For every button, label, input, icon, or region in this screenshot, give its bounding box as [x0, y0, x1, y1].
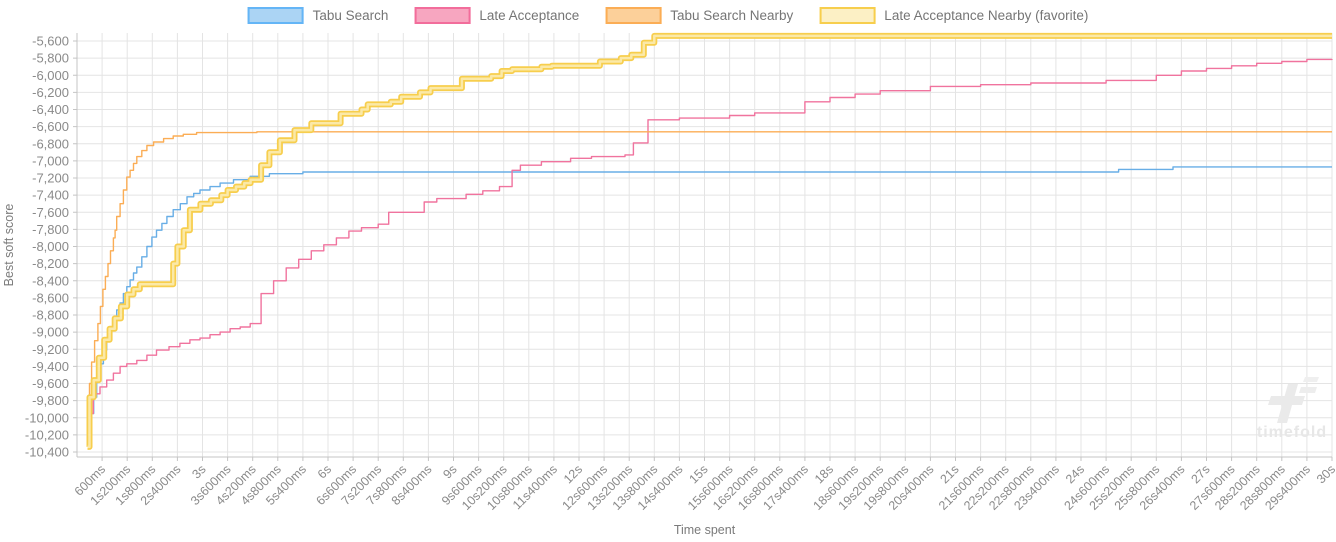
y-tick-label: -7,400: [32, 188, 69, 203]
series-late-acceptance-nearby-favorite: [86, 32, 1332, 450]
y-tick-label: -7,800: [32, 222, 69, 237]
x-tick-label: 9s: [440, 462, 459, 481]
y-tick-label: -7,600: [32, 205, 69, 220]
x-tick-label: 6s: [315, 462, 334, 481]
y-axis-title: Best soft score: [2, 204, 16, 287]
timefold-watermark: timefold: [1257, 377, 1327, 441]
x-tick-label: 30s: [1314, 462, 1336, 486]
legend-label: Tabu Search: [312, 8, 389, 23]
legend-label: Late Acceptance: [479, 8, 580, 23]
y-tick-label: -8,200: [32, 256, 69, 271]
x-tick-label: 3s: [189, 462, 208, 481]
y-tick-label: -8,000: [32, 239, 69, 254]
y-tick-label: -6,200: [32, 85, 69, 100]
y-tick-label: -7,000: [32, 153, 69, 168]
y-tick-label: -9,600: [32, 376, 69, 391]
legend-swatch-late-acceptance-nearby-favorite: [819, 7, 876, 24]
y-tick-label: -10,000: [25, 410, 69, 425]
y-tick-label: -6,000: [32, 68, 69, 83]
y-tick-label: -5,800: [32, 51, 69, 66]
legend-item-late-acceptance: Late Acceptance: [414, 7, 579, 24]
legend-swatch-late-acceptance: [414, 7, 471, 24]
timefold-logo-icon: [1303, 377, 1319, 382]
timefold-logo-icon: [1299, 387, 1317, 393]
y-tick-label: -6,600: [32, 119, 69, 134]
series-line-inner-late-acceptance-nearby-favorite: [87, 34, 1332, 449]
series-line-late-acceptance: [86, 58, 1333, 441]
legend-item-late-acceptance-nearby-favorite: Late Acceptance Nearby (favorite): [819, 7, 1088, 24]
watermark-text: timefold: [1257, 424, 1327, 441]
legend-label: Tabu Search Nearby: [670, 8, 794, 23]
series-line-late-acceptance-nearby-favorite: [86, 32, 1332, 450]
series-line-tabu-search-nearby: [87, 131, 1332, 448]
series-line-tabu-search: [89, 166, 1332, 441]
y-tick-label: -8,800: [32, 308, 69, 323]
y-tick-label: -7,200: [32, 171, 69, 186]
timefold-logo-icon: [1277, 384, 1298, 423]
y-tick-label: -9,400: [32, 359, 69, 374]
y-tick-label: -6,400: [32, 102, 69, 117]
legend-swatch-tabu-search: [247, 7, 304, 24]
axes: -5,600 -5,800 -6,000 -6,200 -6,400 -6,600 -6,8…: [25, 33, 1336, 513]
series-tabu-search-nearby: [87, 131, 1332, 448]
grid: [77, 33, 1333, 457]
y-tick-label: -8,400: [32, 273, 69, 288]
y-tick-label: -9,800: [32, 393, 69, 408]
chart-legend: Tabu Search Late Acceptance Tabu Search Ne…: [247, 7, 1088, 24]
y-tick-label: -10,200: [25, 427, 69, 442]
legend-item-tabu-search: Tabu Search: [247, 7, 389, 24]
legend-item-tabu-search-nearby: Tabu Search Nearby: [605, 7, 793, 24]
y-tick-label: -6,800: [32, 136, 69, 151]
y-tick-label: -8,600: [32, 290, 69, 305]
x-axis-title: Time spent: [674, 523, 736, 537]
series-late-acceptance: [86, 58, 1333, 441]
legend-label: Late Acceptance Nearby (favorite): [884, 8, 1089, 23]
y-tick-label: -9,200: [32, 342, 69, 357]
series-tabu-search: [89, 166, 1332, 441]
y-tick-label: -10,400: [25, 445, 69, 460]
y-tick-label: -9,000: [32, 325, 69, 340]
y-tick-label: -5,600: [32, 34, 69, 49]
legend-swatch-tabu-search-nearby: [605, 7, 662, 24]
